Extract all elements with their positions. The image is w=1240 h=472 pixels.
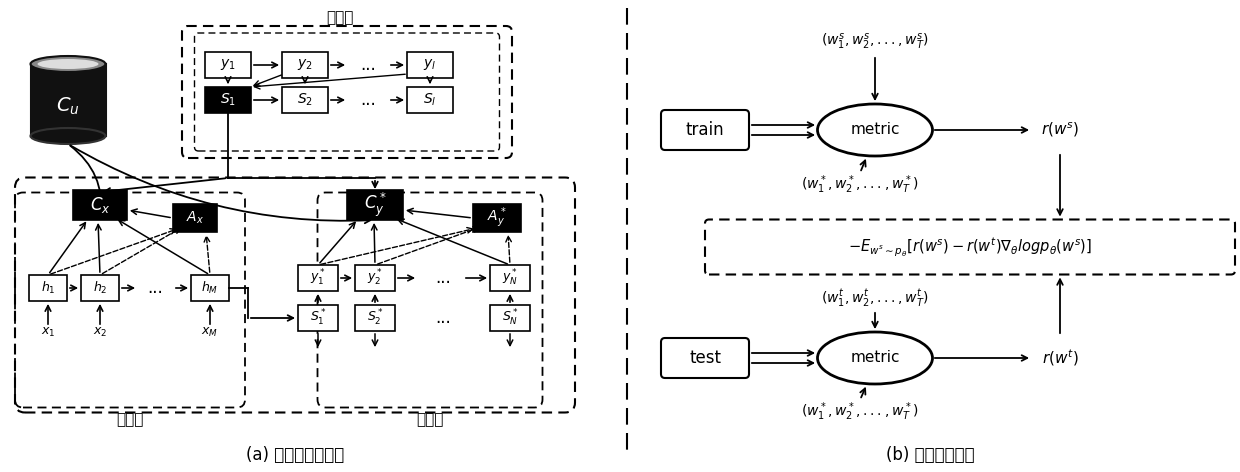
- Bar: [191, 275, 229, 301]
- Text: test: test: [689, 349, 720, 367]
- Text: 润饰器: 润饰器: [326, 10, 353, 25]
- Text: $y_1^*$: $y_1^*$: [310, 268, 326, 288]
- Bar: [73, 190, 126, 220]
- Bar: [355, 305, 396, 331]
- Bar: [407, 52, 453, 78]
- Text: $-E_{w^s \sim p_{\theta}}[r(w^s)-r(w^t)\nabla_{\theta}logp_{\theta}(w^s)]$: $-E_{w^s \sim p_{\theta}}[r(w^s)-r(w^t)\…: [848, 236, 1092, 259]
- Text: $C_u$: $C_u$: [56, 95, 79, 117]
- Ellipse shape: [31, 56, 105, 72]
- Bar: [298, 305, 339, 331]
- Text: ...: ...: [435, 309, 451, 327]
- Text: $(w_1^s, w_2^s, ..., w_T^s)$: $(w_1^s, w_2^s, ..., w_T^s)$: [821, 32, 929, 52]
- Text: $(w_1^*, w_2^*, ..., w_T^*)$: $(w_1^*, w_2^*, ..., w_T^*)$: [801, 174, 919, 196]
- Text: $h_M$: $h_M$: [201, 280, 218, 296]
- Bar: [205, 52, 250, 78]
- Text: ...: ...: [360, 91, 376, 109]
- Text: $A_y^*$: $A_y^*$: [487, 206, 507, 230]
- Bar: [205, 87, 250, 113]
- Text: $(w_1^t, w_2^t, ..., w_T^t)$: $(w_1^t, w_2^t, ..., w_T^t)$: [821, 287, 929, 309]
- Bar: [281, 52, 329, 78]
- Bar: [29, 275, 67, 301]
- Ellipse shape: [31, 128, 105, 144]
- Text: $S_1^*$: $S_1^*$: [310, 308, 326, 328]
- Text: $C_x$: $C_x$: [89, 195, 110, 215]
- Text: $r(w^s)$: $r(w^s)$: [1042, 121, 1079, 139]
- Text: (a) 双通道神经网络: (a) 双通道神经网络: [246, 446, 345, 464]
- Text: $y_2$: $y_2$: [298, 58, 312, 73]
- Bar: [31, 64, 105, 136]
- Text: $S_1$: $S_1$: [219, 92, 236, 108]
- Text: $y_2^*$: $y_2^*$: [367, 268, 383, 288]
- Bar: [490, 305, 529, 331]
- Bar: [472, 204, 521, 232]
- Text: $S_2^*$: $S_2^*$: [367, 308, 383, 328]
- Text: $y_N^*$: $y_N^*$: [502, 268, 518, 288]
- Bar: [298, 265, 339, 291]
- Text: $x_M$: $x_M$: [201, 326, 218, 338]
- Text: $x_1$: $x_1$: [41, 326, 56, 338]
- Text: train: train: [686, 121, 724, 139]
- Text: 编码器: 编码器: [117, 413, 144, 428]
- Text: $C_y^*$: $C_y^*$: [363, 191, 387, 219]
- Bar: [281, 87, 329, 113]
- Text: ...: ...: [148, 279, 162, 297]
- Text: $y_1$: $y_1$: [219, 58, 236, 73]
- Text: $x_2$: $x_2$: [93, 326, 107, 338]
- Ellipse shape: [817, 104, 932, 156]
- Text: metric: metric: [851, 351, 900, 365]
- Bar: [490, 265, 529, 291]
- Bar: [174, 204, 217, 232]
- Ellipse shape: [37, 59, 98, 69]
- Text: $(w_1^*, w_2^*, ..., w_T^*)$: $(w_1^*, w_2^*, ..., w_T^*)$: [801, 401, 919, 423]
- Text: $h_1$: $h_1$: [41, 280, 56, 296]
- Text: $A_x$: $A_x$: [186, 210, 205, 226]
- Text: $h_2$: $h_2$: [93, 280, 108, 296]
- Text: $r(w^t)$: $r(w^t)$: [1042, 348, 1079, 368]
- Bar: [407, 87, 453, 113]
- Text: metric: metric: [851, 123, 900, 137]
- Text: $S_N^*$: $S_N^*$: [502, 308, 518, 328]
- FancyBboxPatch shape: [661, 338, 749, 378]
- Text: $S_2$: $S_2$: [298, 92, 312, 108]
- Text: (b) 强化学习优化: (b) 强化学习优化: [885, 446, 975, 464]
- Text: ...: ...: [435, 269, 451, 287]
- Text: $y_l$: $y_l$: [423, 58, 436, 73]
- Text: $S_l$: $S_l$: [423, 92, 436, 108]
- FancyBboxPatch shape: [661, 110, 749, 150]
- Text: 解码器: 解码器: [417, 413, 444, 428]
- Bar: [81, 275, 119, 301]
- Bar: [347, 190, 403, 220]
- Ellipse shape: [817, 332, 932, 384]
- Text: ...: ...: [360, 56, 376, 74]
- Bar: [355, 265, 396, 291]
